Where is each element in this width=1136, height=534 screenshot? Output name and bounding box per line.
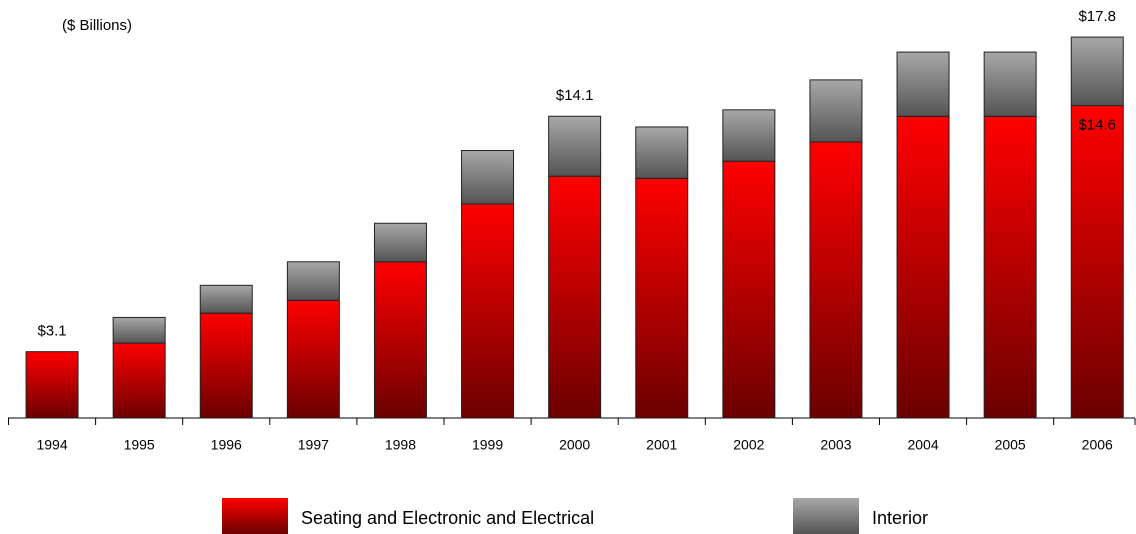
bar-segment [635,126,689,179]
bar-segment [112,342,166,419]
bar-segment [809,79,863,143]
value-label: $17.8 [1078,8,1116,25]
chart-subtitle: ($ Billions) [62,17,132,34]
bar-segment [635,177,689,419]
legend-label: Seating and Electronic and Electrical [301,508,594,528]
value-label: $14.6 [1078,117,1116,134]
bar-segment [112,316,166,344]
bar-segment [983,115,1037,419]
bar-segment [286,299,340,419]
bar-segment [896,115,950,419]
x-tick-label: 1996 [211,437,242,453]
legend-label: Interior [872,508,928,528]
bar-segment [461,203,515,419]
bar-segment [373,222,427,263]
bar-segment [373,261,427,419]
bar-segment [286,261,340,301]
x-tick-label: 2006 [1082,437,1113,453]
x-tick-label: 2002 [733,437,764,453]
x-tick-label: 2004 [907,437,938,453]
bar-segment [461,150,515,205]
x-tick-label: 2005 [995,437,1026,453]
x-tick-label: 1997 [298,437,329,453]
x-tick-label: 2001 [646,437,677,453]
bar-segment [199,312,253,419]
bar-segment [1070,105,1124,419]
legend-swatch [222,498,288,534]
legend-swatch [793,498,859,534]
value-label: $14.1 [556,87,594,104]
x-tick-label: 1998 [385,437,416,453]
x-tick-label: 2003 [820,437,851,453]
value-label: $3.1 [37,323,66,340]
x-tick-label: 1995 [124,437,155,453]
bar-segment [722,109,776,162]
bar-segment [199,284,253,314]
bar-segment [983,51,1037,117]
x-tick-label: 1999 [472,437,503,453]
bar-segment [548,115,602,177]
bar-segment [548,175,602,419]
x-tick-label: 2000 [559,437,590,453]
bar-segment [25,351,79,419]
bar-segment [809,141,863,419]
bar-segment [1070,36,1124,107]
bar-segment [896,51,950,117]
x-tick-label: 1994 [36,437,67,453]
bar-segment [722,160,776,419]
